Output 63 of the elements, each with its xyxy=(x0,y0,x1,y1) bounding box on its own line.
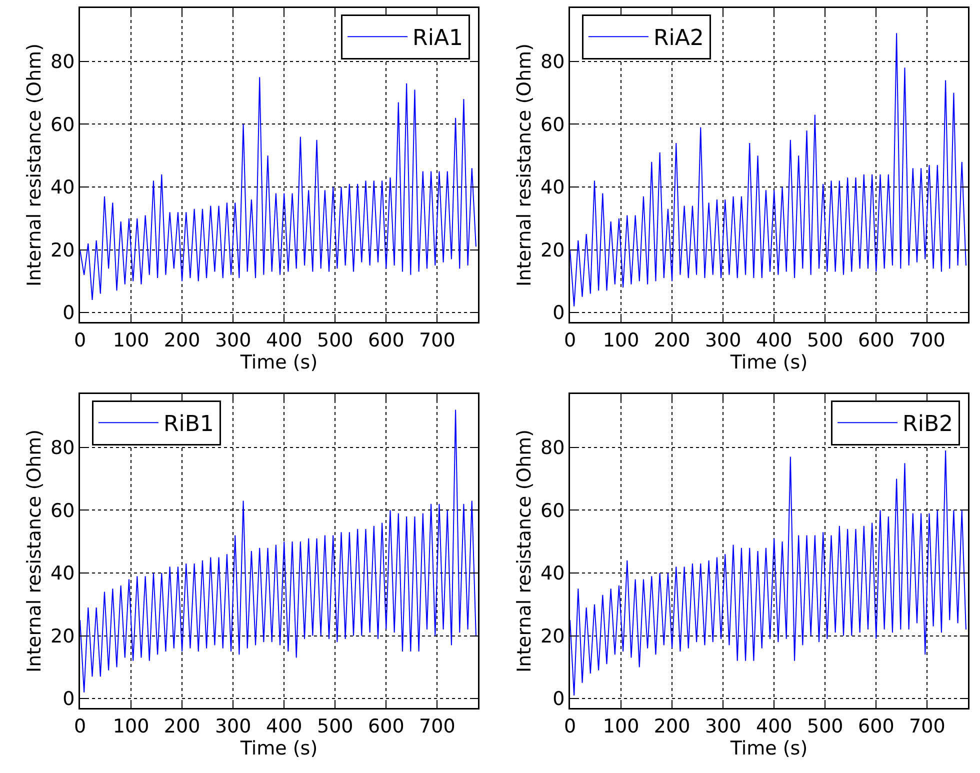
y-tick-label: 40 xyxy=(540,176,565,199)
y-tick-label: 40 xyxy=(540,562,565,585)
y-tick-label: 0 xyxy=(552,302,565,324)
legend-label: RiA1 xyxy=(412,26,463,52)
x-axis-title: Time (s) xyxy=(729,351,808,374)
y-axis-title: Internal resistance (Ohm) xyxy=(514,43,536,287)
x-tick-label: 600 xyxy=(368,715,404,738)
x-tick-label: 300 xyxy=(704,715,742,738)
x-tick-label: 700 xyxy=(419,329,456,352)
y-tick-label: 0 xyxy=(62,302,75,324)
y-tick-label: 80 xyxy=(50,51,75,74)
x-tick-label: 500 xyxy=(316,329,354,352)
y-tick-label: 20 xyxy=(50,625,75,648)
x-tick-label: 300 xyxy=(704,329,742,352)
line-series xyxy=(80,76,476,301)
x-tick-label: 100 xyxy=(602,329,640,352)
legend-label: RiB1 xyxy=(163,412,214,438)
y-tick-label: 60 xyxy=(540,114,565,136)
x-tick-label: 200 xyxy=(164,715,200,738)
x-tick-label: 100 xyxy=(112,329,150,352)
y-tick-label: 40 xyxy=(50,562,75,585)
line-series xyxy=(80,409,476,693)
legend-label: RiB2 xyxy=(902,412,954,438)
x-tick-label: 700 xyxy=(909,329,946,352)
x-tick-label: 600 xyxy=(858,329,894,352)
x-tick-label: 200 xyxy=(164,329,200,352)
y-tick-label: 60 xyxy=(50,500,75,522)
x-tick-label: 700 xyxy=(909,715,946,738)
y-tick-label: 80 xyxy=(540,51,565,74)
x-tick-label: 600 xyxy=(858,715,894,738)
x-axis-title: Time (s) xyxy=(239,737,318,760)
y-tick-label: 40 xyxy=(50,176,75,199)
y-tick-label: 20 xyxy=(540,239,565,262)
y-tick-label: 60 xyxy=(50,114,75,136)
x-tick-label: 100 xyxy=(602,715,640,738)
y-axis-title: Internal resistance (Ohm) xyxy=(514,429,536,673)
y-axis-title: Internal resistance (Ohm) xyxy=(24,429,46,673)
y-tick-label: 0 xyxy=(62,688,75,710)
x-tick-label: 400 xyxy=(756,715,792,738)
y-tick-label: 0 xyxy=(552,688,565,710)
x-tick-label: 600 xyxy=(368,329,404,352)
x-tick-label: 100 xyxy=(112,715,150,738)
x-tick-label: 700 xyxy=(419,715,456,738)
x-tick-label: 500 xyxy=(806,329,844,352)
x-axis-title: Time (s) xyxy=(729,737,808,760)
y-tick-label: 20 xyxy=(540,625,565,648)
legend-label: RiA2 xyxy=(653,26,704,52)
line-series xyxy=(570,450,966,696)
y-tick-label: 80 xyxy=(50,437,75,460)
y-tick-label: 20 xyxy=(50,239,75,262)
x-tick-label: 400 xyxy=(266,715,302,738)
y-axis-title: Internal resistance (Ohm) xyxy=(24,43,46,287)
x-tick-label: 200 xyxy=(654,329,690,352)
x-tick-label: 200 xyxy=(654,715,690,738)
x-axis-title: Time (s) xyxy=(239,351,318,374)
x-tick-label: 500 xyxy=(316,715,354,738)
y-tick-label: 80 xyxy=(540,437,565,460)
y-tick-label: 60 xyxy=(540,500,565,522)
x-tick-label: 300 xyxy=(214,329,252,352)
x-tick-label: 500 xyxy=(806,715,844,738)
x-tick-label: 400 xyxy=(266,329,302,352)
x-tick-label: 400 xyxy=(756,329,792,352)
x-tick-label: 300 xyxy=(214,715,252,738)
